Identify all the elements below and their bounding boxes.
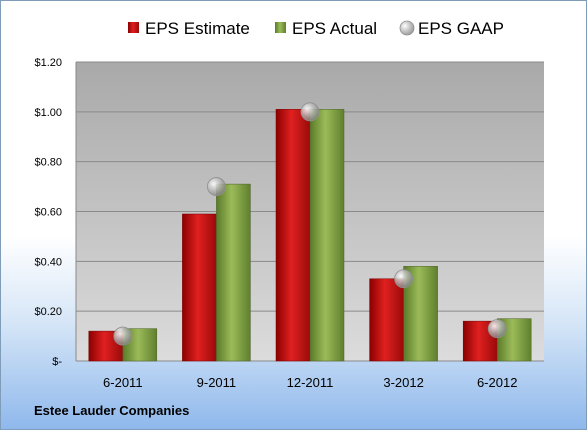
y-tick-label: $0.40 — [34, 256, 62, 268]
marker-eps-gaap — [394, 269, 414, 289]
y-tick-label: $0.20 — [34, 306, 62, 318]
marker-eps-gaap — [300, 102, 320, 122]
bar-eps-estimate — [275, 109, 311, 362]
x-tick-label: 3-2012 — [383, 375, 423, 390]
y-tick-label: $1.20 — [34, 57, 62, 69]
bar-eps-actual — [309, 109, 345, 362]
legend-item: EPS Estimate — [128, 19, 250, 38]
marker-eps-gaap — [487, 319, 507, 339]
marker-eps-gaap — [206, 177, 226, 196]
bar-eps-estimate — [182, 213, 217, 362]
plot-area: $- $0.20 $0.40 $0.60 $0.80 $1.00 $1.20 6-2011 9-… — [34, 57, 544, 390]
y-tick-label: $0.60 — [34, 207, 62, 219]
y-tick-label: $0.80 — [34, 157, 62, 169]
bar-eps-actual — [216, 183, 251, 362]
legend-swatch — [128, 22, 139, 33]
legend-swatch — [275, 22, 286, 33]
x-tick-label: 6-2012 — [477, 375, 517, 390]
legend-swatch — [399, 20, 415, 36]
legend-label: EPS Actual — [292, 19, 377, 38]
x-tick-label: 9-2011 — [197, 375, 237, 390]
marker-eps-gaap — [113, 326, 133, 346]
bar-eps-estimate — [369, 278, 404, 362]
x-tick-label: 12-2011 — [287, 375, 334, 390]
legend-label: EPS GAAP — [418, 19, 504, 38]
legend-item: EPS GAAP — [399, 19, 504, 38]
legend: EPS Estimate EPS Actual EPS GAAP — [128, 19, 504, 38]
legend-item: EPS Actual — [275, 19, 377, 38]
y-tick-label: $- — [52, 356, 62, 368]
y-tick-label: $1.00 — [34, 107, 62, 119]
company-name: Estee Lauder Companies — [34, 403, 190, 418]
x-tick-label: 6-2011 — [103, 375, 143, 390]
legend-label: EPS Estimate — [145, 19, 250, 38]
